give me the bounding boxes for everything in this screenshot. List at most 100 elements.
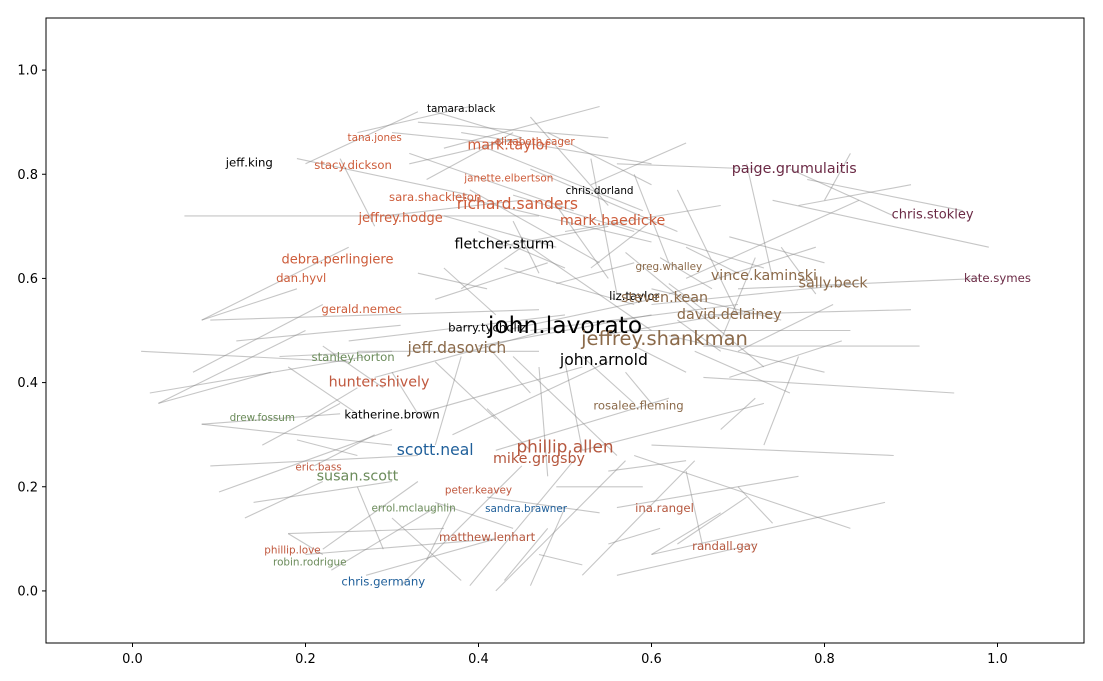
network-edge	[668, 335, 825, 373]
network-edge	[201, 423, 393, 446]
network-edge	[824, 153, 851, 201]
network-edge	[729, 340, 842, 378]
network-edge	[625, 371, 652, 404]
edges-layer	[141, 105, 989, 592]
network-edge	[149, 355, 367, 394]
network-edge	[608, 460, 687, 472]
network-edge	[720, 397, 756, 430]
node-label-sara-shackleton: sara.shackleton	[389, 190, 481, 204]
network-edge	[210, 454, 418, 467]
node-label-paige-grumulaitis: paige.grumulaitis	[732, 161, 857, 177]
network-edge	[426, 507, 453, 560]
network-edge	[495, 460, 626, 592]
network-edge	[504, 267, 635, 306]
network-edge	[798, 184, 912, 207]
node-label-liz-taylor: liz.taylor	[609, 289, 659, 303]
network-edge	[529, 116, 609, 206]
network-edge	[435, 501, 514, 529]
network-edge	[495, 397, 669, 451]
network-edge	[391, 517, 462, 581]
network-edge	[547, 132, 652, 186]
node-label-mike-grigsby: mike.grigsby	[493, 451, 586, 467]
node-label-jeffrey-hodge: jeffrey.hodge	[357, 211, 442, 226]
network-edge	[807, 178, 964, 212]
network-edge	[529, 507, 566, 586]
network-edge	[581, 460, 696, 576]
network-edge	[538, 366, 549, 477]
network-edge	[434, 361, 497, 420]
network-edge	[677, 319, 722, 352]
x-tick-label: 0.2	[295, 652, 316, 667]
network-edge	[651, 444, 894, 457]
network-edge	[556, 262, 635, 285]
network-edge	[305, 538, 496, 556]
network-edge	[486, 147, 644, 212]
y-axis: 0.0 0.2 0.4 0.6 0.8 1.0	[17, 64, 46, 599]
network-edge	[668, 246, 816, 295]
node-label-fletcher-sturm: fletcher.sturm	[454, 237, 554, 253]
node-label-phillip-allen: phillip.allen	[516, 437, 613, 457]
network-edge	[400, 465, 523, 587]
network-edge	[460, 246, 523, 290]
node-label-elizabeth-sager: elizabeth.sager	[495, 136, 576, 148]
network-edge	[633, 174, 670, 264]
network-edge	[210, 309, 540, 321]
network-edge	[564, 361, 583, 451]
y-tick-label: 0.8	[17, 168, 38, 183]
network-edge	[434, 356, 462, 446]
node-label-tana-jones: tana.jones	[348, 132, 402, 144]
network-edge	[417, 272, 488, 290]
node-label-kate-symes: kate.symes	[964, 271, 1031, 285]
network-edge	[503, 528, 549, 581]
network-edge	[590, 142, 687, 186]
network-edge	[322, 345, 384, 389]
x-tick-label: 0.4	[468, 652, 489, 667]
network-edge	[703, 376, 955, 394]
network-edge	[409, 152, 574, 212]
node-label-katherine-brown: katherine.brown	[344, 407, 439, 421]
network-edge	[608, 220, 765, 269]
network-edge	[685, 199, 860, 279]
network-edge	[599, 309, 756, 337]
x-tick-label: 0.8	[814, 652, 835, 667]
network-edge	[253, 480, 393, 503]
node-label-john-lavorato: john.lavorato	[487, 311, 642, 339]
network-edge	[504, 298, 652, 332]
network-edge	[737, 486, 773, 524]
network-edge	[287, 533, 324, 555]
network-edge	[616, 543, 756, 576]
network-edge	[443, 215, 557, 248]
network-edge	[322, 481, 419, 550]
network-edge	[651, 288, 782, 321]
y-tick-label: 0.2	[17, 480, 38, 495]
network-edge	[158, 330, 306, 404]
network-edge	[287, 366, 358, 415]
network-edge	[616, 163, 756, 170]
network-edge	[244, 481, 324, 519]
node-label-vince-kaminski: vince.kaminski	[711, 268, 817, 284]
network-edge	[443, 105, 600, 149]
network-edge	[461, 132, 652, 165]
node-label-janette-elbertson: janette.elbertson	[463, 172, 553, 184]
node-label-john-arnold: john.arnold	[559, 351, 648, 369]
network-edge	[651, 501, 886, 556]
node-label-matthew-lenhart: matthew.lenhart	[439, 530, 536, 544]
x-tick-label: 0.0	[122, 652, 143, 667]
network-edge	[495, 225, 609, 248]
node-label-richard-sanders: richard.sanders	[457, 195, 578, 213]
x-axis: 0.0 0.2 0.4 0.6 0.8 1.0	[122, 643, 1008, 667]
node-label-steven-kean: steven.kean	[621, 290, 708, 306]
network-edge	[409, 137, 522, 165]
node-label-scott-neal: scott.neal	[397, 441, 474, 459]
node-label-sandra-brawner: sandra.brawner	[485, 503, 568, 515]
network-edge	[357, 105, 470, 134]
node-label-chris-stokley: chris.stokley	[892, 207, 974, 222]
node-label-sally-beck: sally.beck	[799, 276, 869, 292]
network-edge	[530, 303, 739, 332]
network-edge	[746, 163, 774, 279]
network-edge	[512, 220, 540, 274]
node-label-ina-rangel: ina.rangel	[635, 501, 694, 515]
node-label-eric-bass: eric.bass	[295, 462, 341, 474]
network-edge	[625, 251, 765, 368]
